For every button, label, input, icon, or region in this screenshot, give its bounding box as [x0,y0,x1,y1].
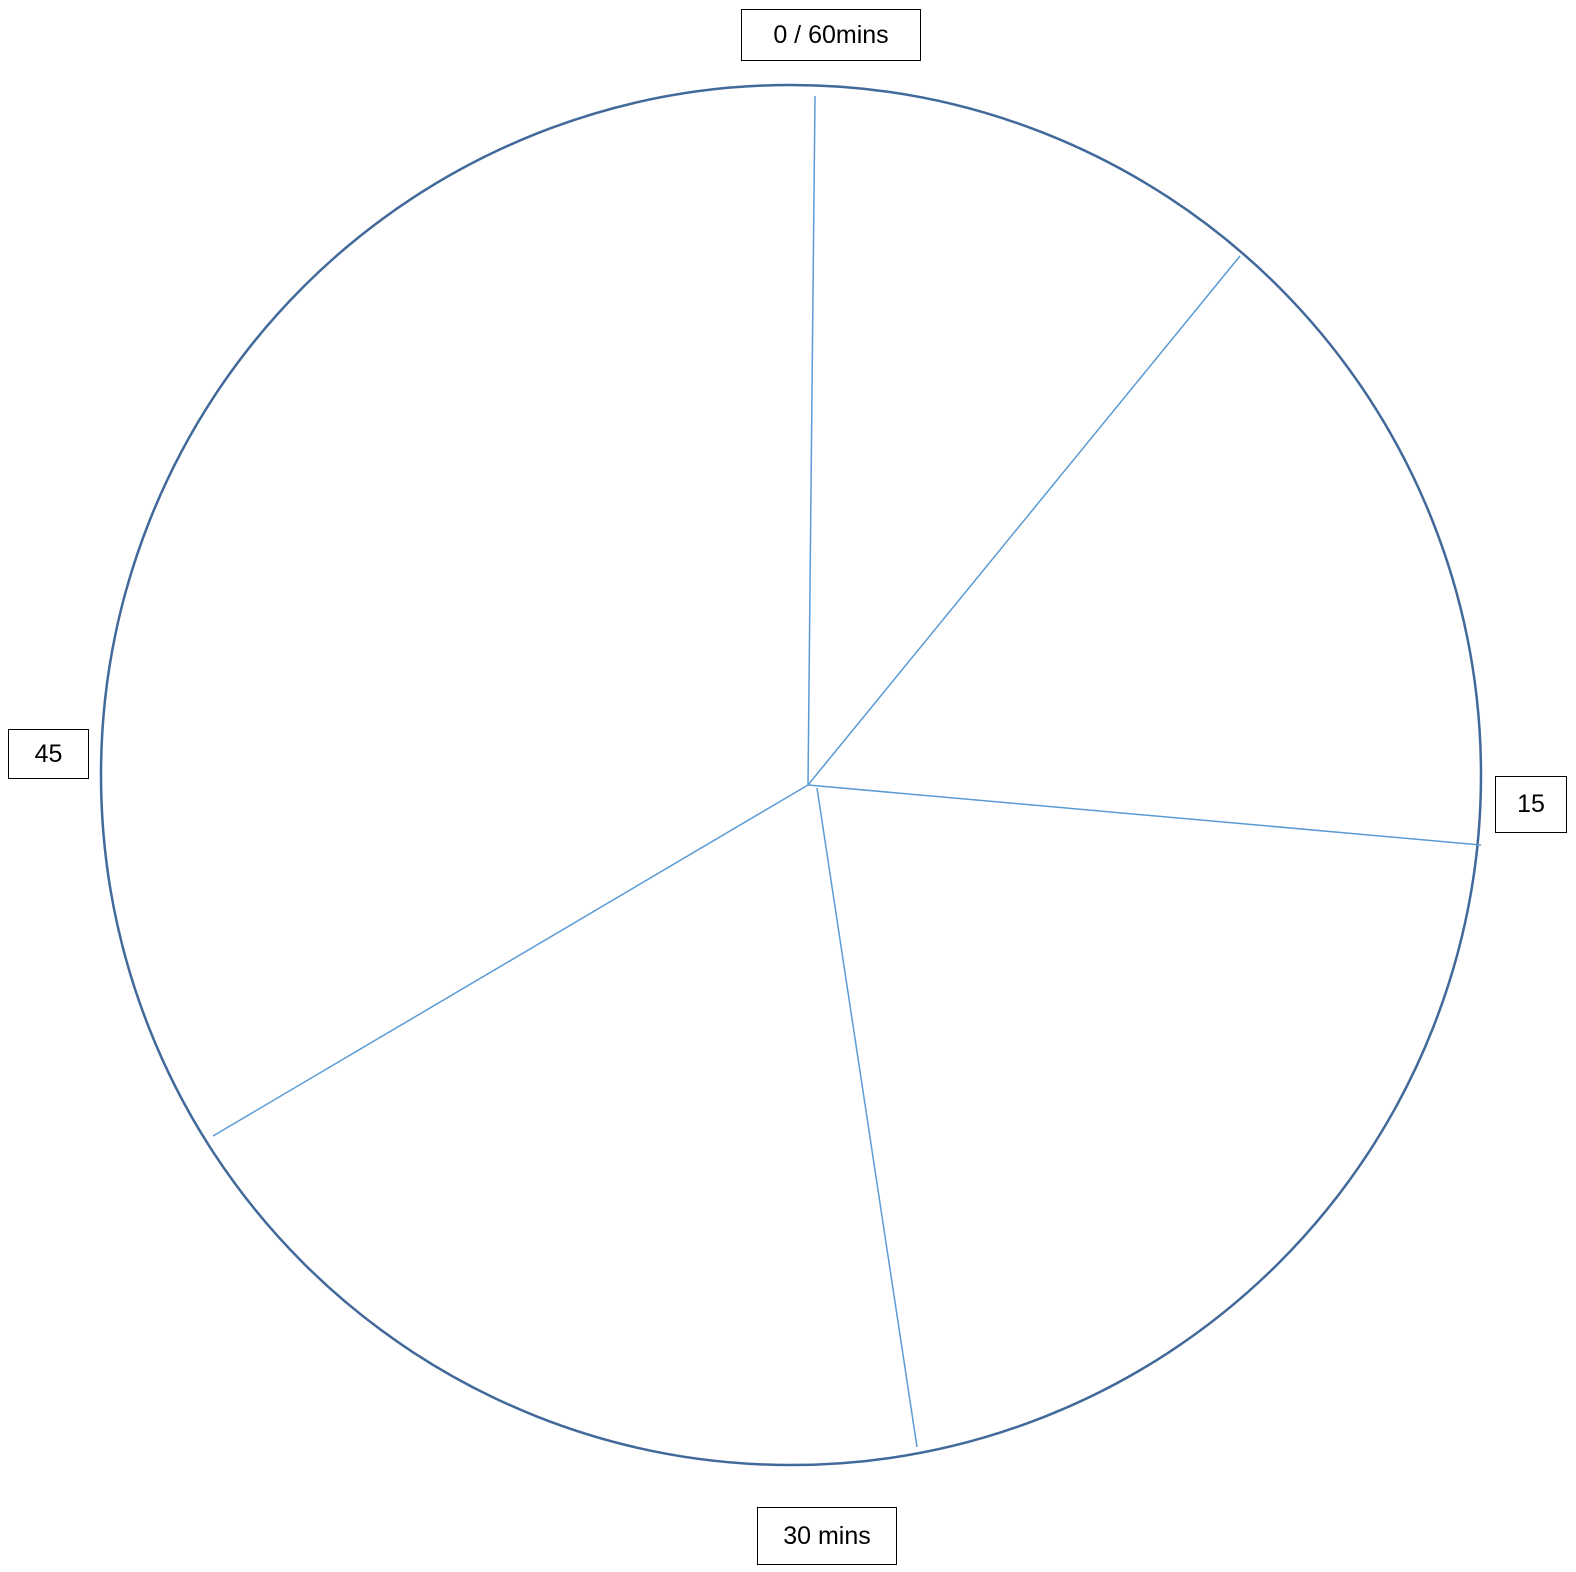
divider-line-upper-right [807,255,1241,786]
label-15-text: 15 [1517,790,1545,818]
label-30-mins-text: 30 mins [783,1521,871,1550]
label-45: 45 [8,729,89,779]
clock-circle [99,83,1483,1467]
label-0-60-mins: 0 / 60mins [741,9,921,61]
divider-line-bottom [816,787,918,1448]
label-45-text: 45 [34,739,63,768]
label-0-60-mins-text: 0 / 60mins [773,20,889,49]
divider-line-lower-left [212,784,809,1137]
label-30-mins: 30 mins [757,1507,897,1565]
label-15: 15 [1495,776,1567,833]
divider-line-top [807,95,816,786]
divider-line-right [807,784,1482,846]
segment-dividers [212,95,1482,1448]
